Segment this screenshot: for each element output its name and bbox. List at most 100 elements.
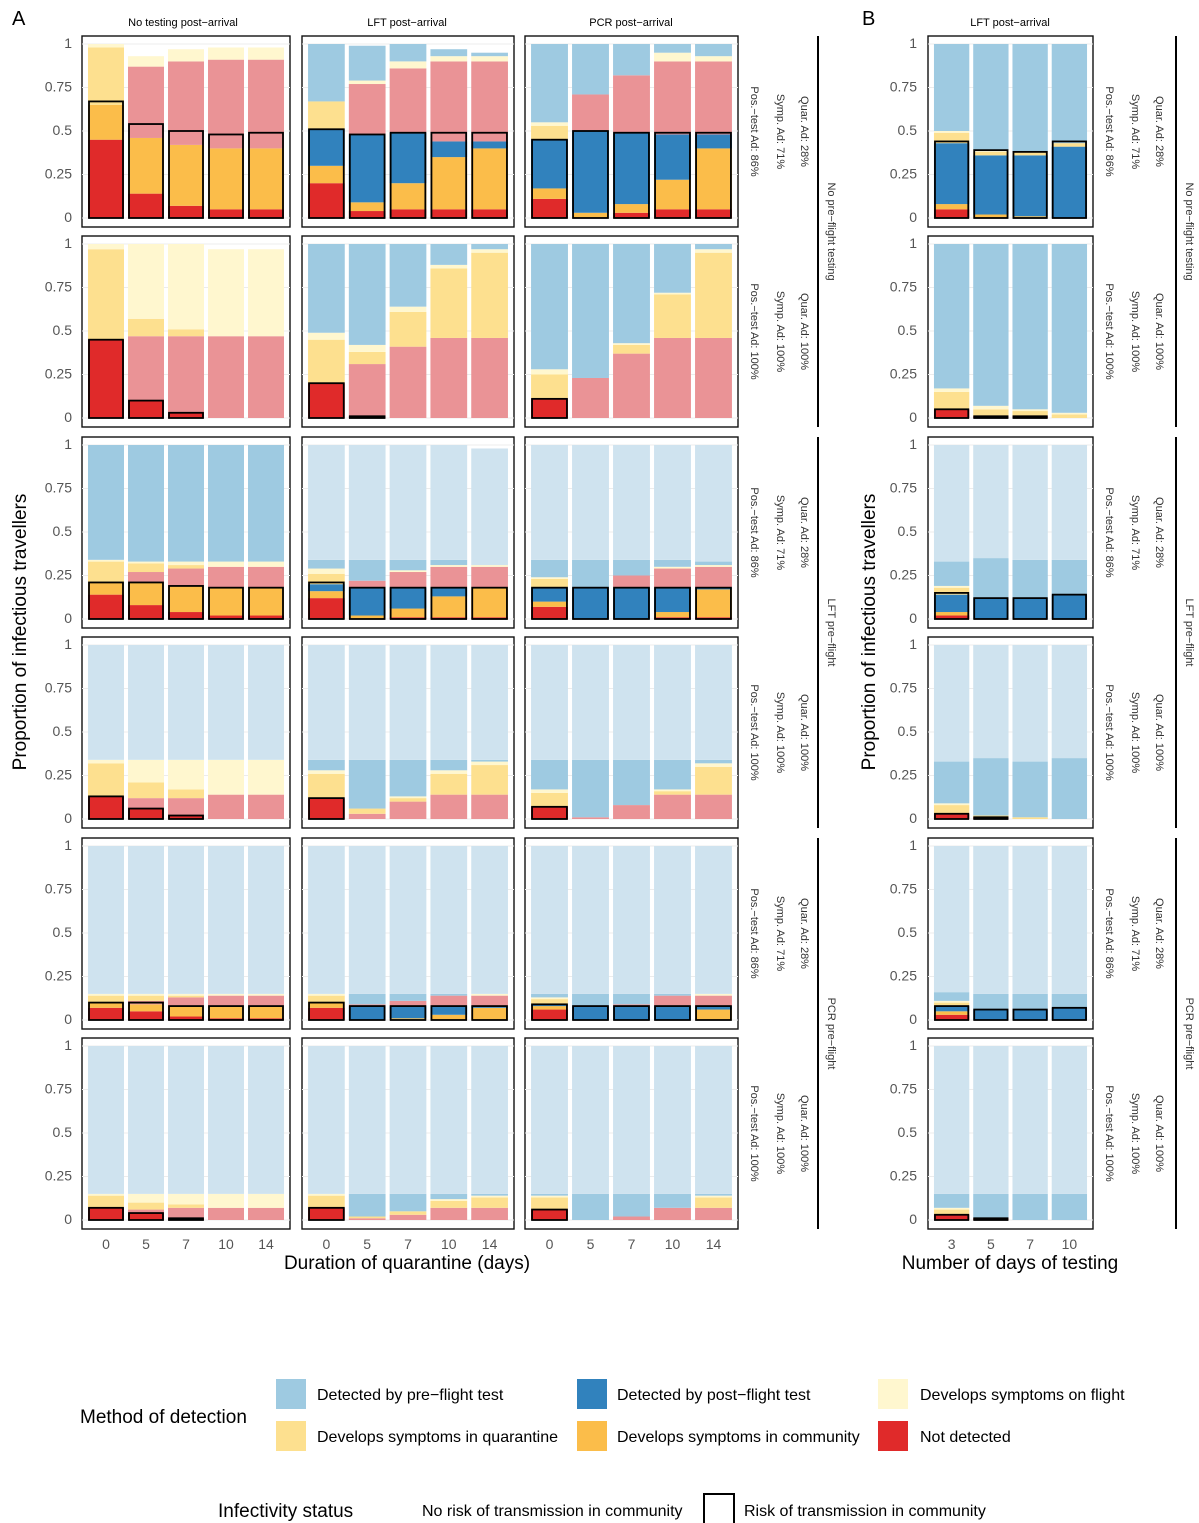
bar-segment-not-detected-quarantine (348, 84, 386, 135)
bar-segment-pre-flight (389, 759, 427, 797)
bar-segment-pre-flight-light (572, 645, 609, 760)
bar-segment-post-flight (973, 598, 1009, 619)
bar-segment-symp-flight (531, 369, 568, 375)
bar-segment-pre-flight-light (471, 1046, 508, 1194)
panel-b-r1 (927, 35, 1094, 228)
bar-segment-post-flight (613, 132, 650, 205)
bar-segment-pre-flight (308, 559, 345, 569)
panel-b-r2 (927, 235, 1094, 428)
risk-outline (695, 586, 732, 620)
y-tick-label: 0.25 (890, 366, 917, 382)
bar-segment-symp-flight (654, 789, 691, 792)
x-tick-label: 10 (665, 1236, 681, 1252)
y-tick-label: 0.75 (45, 881, 72, 897)
bar-segment-symp-flight (389, 796, 427, 799)
bar-segment-not-detected-quarantine (695, 337, 732, 418)
row-label-quar: Quar. Ad: 28% (798, 898, 810, 969)
bar-segment-pre-flight-light (248, 846, 284, 994)
bar-segment-symp-flight (128, 561, 164, 564)
bar-segment-not-detected-quarantine (389, 572, 427, 588)
bar-segment-symp-flight (208, 1193, 244, 1208)
bar-segment-pre-flight (1051, 244, 1088, 413)
bar-segment-pre-flight-light (389, 1046, 427, 1194)
bar-segment-symp-flight (430, 1199, 468, 1201)
bar-segment-symp-quarantine (389, 311, 427, 347)
bar-segment-not-detected-quarantine (208, 794, 244, 819)
bar-segment-not-detected (208, 615, 244, 619)
panel-a-r4-c2 (301, 636, 515, 829)
bar-segment-symp-quarantine (613, 344, 650, 354)
bar-segment-symp-community (531, 1006, 568, 1010)
risk-outline (572, 586, 609, 620)
row-label-quar: Quar. Ad: 100% (1153, 1095, 1165, 1172)
y-tick-label: 1 (909, 636, 917, 652)
bar-segment-not-detected (308, 1207, 345, 1220)
bar-segment-symp-quarantine (128, 995, 164, 1001)
bar-segment-pre-flight-light (1051, 445, 1088, 560)
bar-segment-pre-flight (933, 992, 970, 1001)
bar-segment-post-flight (471, 141, 508, 149)
panel-b-r5 (927, 837, 1094, 1030)
bar-segment-pre-flight-light (389, 846, 427, 994)
bar-segment-symp-flight (389, 61, 427, 69)
bar-segment-post-flight (348, 134, 386, 203)
bar-segment-symp-community (531, 188, 568, 199)
x-axis-label-a: Duration of quarantine (days) (284, 1253, 530, 1274)
y-tick-label: 0.75 (890, 680, 917, 696)
bar-segment-pre-flight (572, 44, 609, 95)
bar-segment-pre-flight (248, 445, 284, 562)
bar-segment-symp-quarantine (695, 1197, 732, 1208)
bar-segment-symp-quarantine (531, 578, 568, 588)
y-tick-label: 0 (64, 810, 72, 826)
y-tick-label: 1 (64, 235, 72, 251)
bar-segment-pre-flight-light (531, 445, 568, 560)
bar-segment-symp-flight (88, 993, 124, 996)
row-label-pos: Pos.−test Ad: 86% (1103, 487, 1115, 577)
risk-outline (531, 586, 568, 620)
bar-segment-symp-quarantine (1051, 143, 1088, 147)
bar-segment-symp-quarantine (308, 1195, 345, 1208)
bar-segment-symp-community (430, 596, 468, 618)
bar-segment-symp-community (695, 1009, 732, 1020)
bar-segment-pre-flight-light (348, 445, 386, 560)
bar-segment-pre-flight (1012, 761, 1048, 818)
legend-swatch-risk (703, 1493, 735, 1523)
bar-segment-symp-quarantine (88, 995, 124, 1003)
y-tick-label: 1 (64, 1037, 72, 1053)
bar-segment-post-flight (1012, 155, 1048, 217)
y-tick-label: 1 (909, 837, 917, 853)
bar-segment-symp-flight (168, 759, 204, 790)
risk-outline (88, 581, 124, 620)
bar-segment-not-detected-quarantine (654, 995, 691, 1007)
panel-a-r1-c1 (81, 35, 291, 228)
y-tick-label: 0.25 (45, 968, 72, 984)
risk-outline (168, 411, 204, 419)
bar-segment-pre-flight (572, 759, 609, 818)
bar-segment-symp-flight (248, 47, 284, 60)
column-header-b: LFT post−arrival (970, 17, 1050, 29)
row-label-pos: Pos.−test Ad: 86% (1103, 888, 1115, 978)
y-tick-label: 0 (909, 1211, 917, 1227)
column-header-a3: PCR post−arrival (589, 17, 672, 29)
risk-outline (128, 581, 164, 620)
bar-segment-not-detected (88, 796, 124, 819)
bar-segment-not-detected (168, 205, 204, 218)
bar-segment-symp-quarantine (933, 132, 970, 144)
bar-segment-symp-flight (88, 1193, 124, 1196)
bar-segment-not-detected (248, 615, 284, 619)
bar-segment-pre-flight (348, 45, 386, 81)
bar-segment-not-detected (208, 209, 244, 218)
y-tick-label: 0.75 (45, 1081, 72, 1097)
bar-segment-symp-quarantine (1051, 414, 1088, 418)
y-tick-label: 0.25 (890, 968, 917, 984)
panel-a-r6-c1 (81, 1037, 291, 1230)
bar-segment-not-detected (471, 209, 508, 218)
risk-outline (654, 1005, 691, 1021)
bar-segment-pre-flight (572, 244, 609, 378)
bar-segment-pre-flight-light (531, 1046, 568, 1194)
bar-segment-symp-community (933, 204, 970, 210)
x-tick-label: 7 (628, 1236, 636, 1252)
y-tick-label: 0.5 (898, 723, 918, 739)
bar-segment-not-detected-quarantine (572, 377, 609, 418)
